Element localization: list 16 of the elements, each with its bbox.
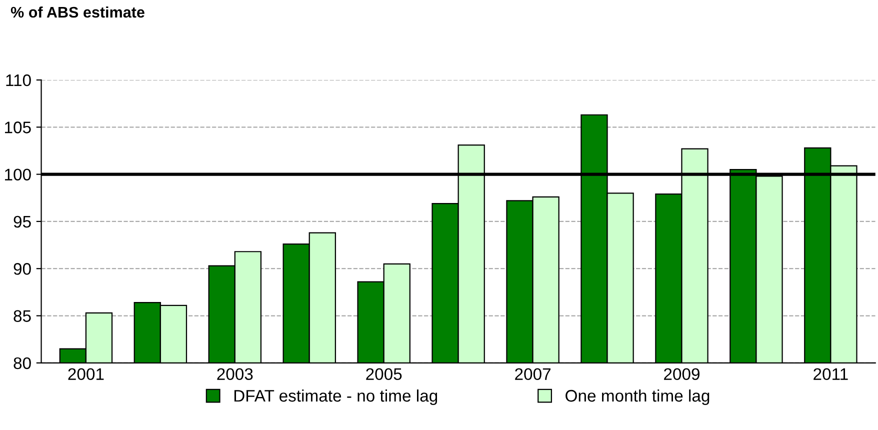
y-tick-label: 80 — [14, 357, 31, 370]
y-tick-label: 85 — [14, 310, 31, 322]
x-tick-label: 2001 — [68, 368, 104, 380]
legend-label: One month time lag — [566, 389, 710, 406]
y-tick-label: 105 — [5, 122, 31, 134]
y-tick-label: 100 — [5, 168, 31, 180]
x-tick-label: 2009 — [664, 368, 700, 380]
x-tick-label: 2005 — [366, 368, 402, 380]
legend-label: DFAT estimate - no time lag — [234, 389, 438, 406]
y-axis-title: % of ABS estimate — [10, 6, 144, 18]
x-tick-label: 2011 — [814, 368, 848, 380]
y-tick-label: 110 — [6, 74, 31, 86]
x-tick-label: 2007 — [515, 368, 550, 380]
y-tick-label: 90 — [14, 263, 31, 275]
x-tick-label: 2003 — [217, 368, 253, 380]
y-tick-label: 95 — [14, 216, 31, 228]
